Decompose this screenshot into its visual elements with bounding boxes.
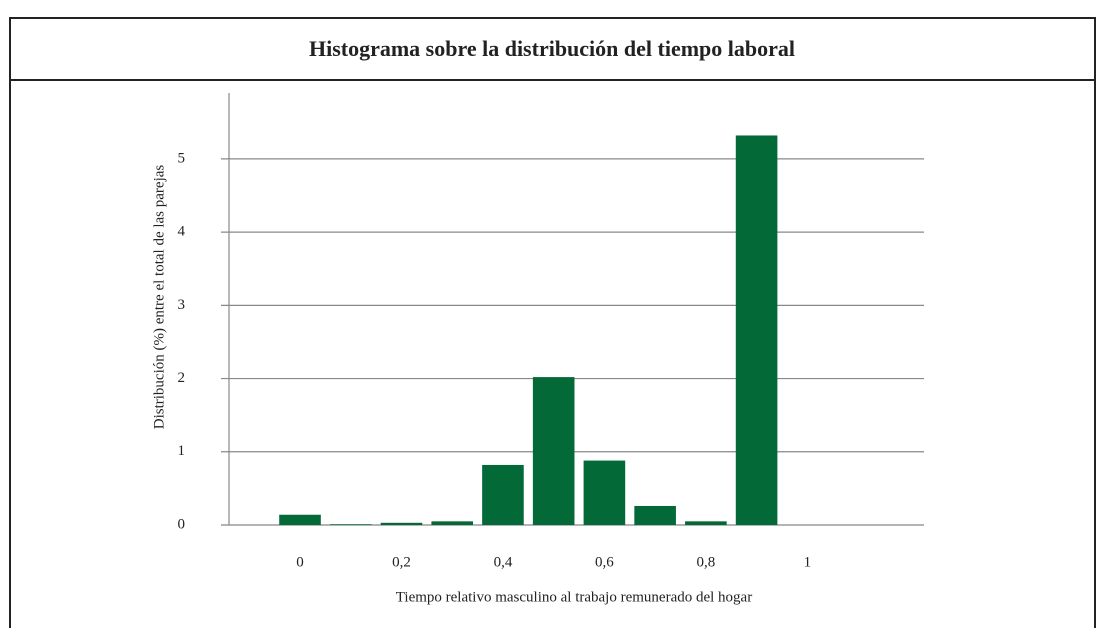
bar [583, 460, 626, 525]
bar [634, 505, 676, 525]
bar [482, 464, 524, 525]
y-tick-label: 5 [178, 150, 186, 166]
chart-title: Histograma sobre la distribución del tie… [309, 36, 795, 61]
y-tick-label: 4 [178, 224, 186, 240]
x-axis-label: Tiempo relativo masculino al trabajo rem… [396, 589, 752, 605]
bar [735, 135, 778, 525]
x-tick-label: 0,6 [595, 554, 614, 570]
x-tick-label: 0,8 [696, 554, 715, 570]
bar [685, 521, 727, 525]
y-tick-label: 2 [178, 370, 186, 386]
y-tick-label: 3 [178, 297, 186, 313]
x-tick-label: 1 [804, 554, 812, 570]
bar [380, 522, 423, 525]
bar [431, 521, 474, 525]
x-tick-label: 0,2 [392, 554, 411, 570]
bar [532, 377, 575, 525]
x-tick-label: 0,4 [494, 554, 513, 570]
x-tick-label: 0 [296, 554, 304, 570]
y-axis-label: Distribución (%) entre el total de las p… [151, 165, 167, 430]
bar [279, 514, 321, 525]
bar [329, 524, 372, 525]
y-tick-label: 1 [178, 443, 186, 459]
y-tick-label: 0 [178, 516, 186, 532]
title-box [9, 17, 1096, 81]
